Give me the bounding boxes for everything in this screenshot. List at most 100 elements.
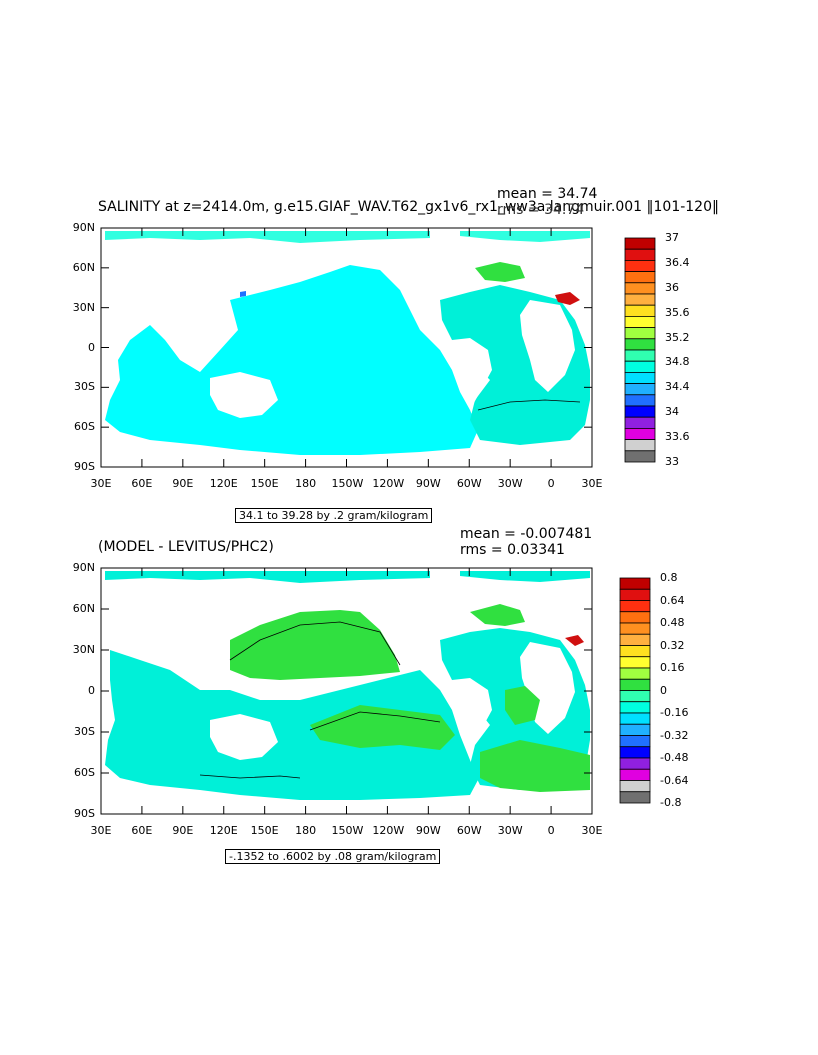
top-colorbar-swatch — [624, 427, 656, 440]
top-colorbar-swatch — [624, 338, 656, 351]
top-y-label: 60S — [74, 420, 95, 434]
bottom-colorbar-swatch — [619, 645, 651, 658]
bottom-x-label: 90E — [172, 824, 194, 837]
top-y-label: 30N — [72, 300, 95, 314]
bottom-colorbar-label: -0.48 — [660, 751, 689, 764]
top-x-label: 30W — [497, 477, 523, 490]
bottom-map — [100, 567, 593, 815]
bottom-colorbar-label: 0.8 — [660, 571, 678, 584]
top-y-label: 30S — [74, 380, 95, 394]
bottom-colorbar-swatch — [619, 757, 651, 770]
bottom-colorbar-label: 0.16 — [660, 661, 685, 674]
top-colorbar-swatch — [624, 237, 656, 250]
top-colorbar-label: 34.4 — [665, 380, 690, 394]
bottom-x-label: 120E — [209, 824, 238, 837]
top-colorbar-label: 34.8 — [665, 355, 690, 369]
bottom-x-label: 180 — [295, 824, 317, 837]
top-rms: rms = 34.74 — [497, 202, 585, 218]
bottom-colorbar-swatch — [619, 735, 651, 748]
bottom-y-label: 90N — [72, 561, 95, 574]
bottom-y-label: 90S — [74, 807, 95, 820]
top-colorbar-swatch — [624, 259, 656, 272]
top-y-label: 0 — [88, 340, 95, 354]
bottom-colorbar-swatch — [619, 577, 651, 590]
bottom-x-label: 120W — [372, 824, 405, 837]
bottom-colorbar-label: 0.32 — [660, 638, 685, 652]
top-x-label: 30E — [581, 477, 603, 490]
bottom-colorbar — [619, 577, 651, 804]
bottom-colorbar-swatch — [619, 791, 651, 804]
top-x-label: 150E — [250, 477, 279, 490]
bottom-axis-ticks — [100, 567, 593, 815]
bottom-colorbar-swatch — [619, 622, 651, 635]
top-title: SALINITY at z=2414.0m, g.e15.GIAF_WAV.T6… — [98, 199, 719, 215]
bottom-colorbar-label: 0 — [660, 683, 667, 697]
bottom-colorbar-label: -0.32 — [660, 728, 689, 742]
top-colorbar-swatch — [624, 293, 656, 306]
top-x-label: 120W — [372, 477, 405, 490]
bottom-colorbar-swatch — [619, 701, 651, 714]
top-colorbar-swatch — [624, 349, 656, 362]
bottom-colorbar-swatch — [619, 600, 651, 613]
bottom-x-label: 0 — [547, 824, 555, 837]
bottom-main-ocean — [105, 650, 478, 800]
top-colorbar-swatch — [624, 271, 656, 284]
bottom-rms: rms = 0.03341 — [460, 542, 565, 558]
top-axis-ticks — [100, 227, 593, 468]
top-colorbar-swatch — [624, 360, 656, 373]
bottom-x-label: 150E — [250, 824, 279, 837]
top-colorbar-swatch — [624, 416, 656, 429]
bottom-north-pacific-positive — [230, 610, 400, 680]
top-colorbar-label: 36.4 — [665, 255, 690, 269]
top-colorbar-label: 34 — [665, 405, 679, 419]
bottom-x-label: 90W — [415, 824, 441, 837]
top-colorbar — [624, 237, 656, 463]
top-arctic-ocean — [105, 231, 430, 243]
top-x-label: 30E — [90, 477, 112, 490]
top-mean: mean = 34.74 — [497, 186, 598, 202]
bottom-x-label: 60E — [131, 824, 153, 837]
bottom-colorbar-swatch — [619, 690, 651, 703]
bottom-colorbar-swatch — [619, 667, 651, 680]
top-colorbar-swatch — [624, 383, 656, 396]
top-colorbar-label: 33.6 — [665, 430, 690, 444]
bottom-colorbar-swatch — [619, 768, 651, 781]
top-x-label: 90E — [172, 477, 194, 490]
top-map — [100, 227, 593, 468]
bottom-colorbar-label: 0.48 — [660, 616, 685, 629]
top-y-label: 90N — [72, 221, 95, 234]
bottom-y-label: 60S — [74, 766, 95, 779]
top-x-label: 120E — [209, 477, 238, 490]
top-x-label: 180 — [295, 477, 317, 490]
top-colorbar-swatch — [624, 405, 656, 418]
bottom-colorbar-swatch — [619, 723, 651, 736]
top-colorbar-swatch — [624, 371, 656, 384]
bottom-colorbar-swatch — [619, 712, 651, 725]
bottom-y-label: 60N — [72, 602, 95, 615]
bottom-y-label: 30N — [72, 643, 95, 656]
bottom-colorbar-label: -0.8 — [660, 796, 682, 809]
bottom-contour-info: -.1352 to .6002 by .08 gram/kilogram — [225, 849, 441, 864]
top-y-label: 60N — [72, 260, 95, 274]
top-x-label: 0 — [547, 477, 555, 490]
bottom-colorbar-swatch — [619, 611, 651, 624]
top-colorbar-label: 33 — [665, 455, 679, 468]
bottom-colorbar-swatch — [619, 588, 651, 601]
top-pacific-ocean — [105, 265, 478, 455]
bottom-colorbar-label: -0.16 — [660, 706, 689, 719]
bottom-x-label: 30E — [90, 824, 112, 837]
bottom-y-label: 30S — [74, 725, 95, 738]
top-colorbar-swatch — [624, 304, 656, 317]
bottom-x-label: 150W — [331, 824, 364, 837]
top-x-label: 90W — [415, 477, 441, 490]
top-contour-info: 34.1 to 39.28 by .2 gram/kilogram — [235, 508, 433, 523]
bottom-colorbar-swatch — [619, 678, 651, 691]
bottom-mean: mean = -0.007481 — [460, 526, 593, 542]
bottom-x-label: 60W — [456, 824, 482, 837]
top-colorbar-swatch — [624, 439, 656, 452]
bottom-colorbar-swatch — [619, 780, 651, 793]
top-x-label: 60E — [131, 477, 153, 490]
bottom-colorbar-swatch — [619, 633, 651, 646]
top-colorbar-label: 35.6 — [665, 305, 690, 319]
